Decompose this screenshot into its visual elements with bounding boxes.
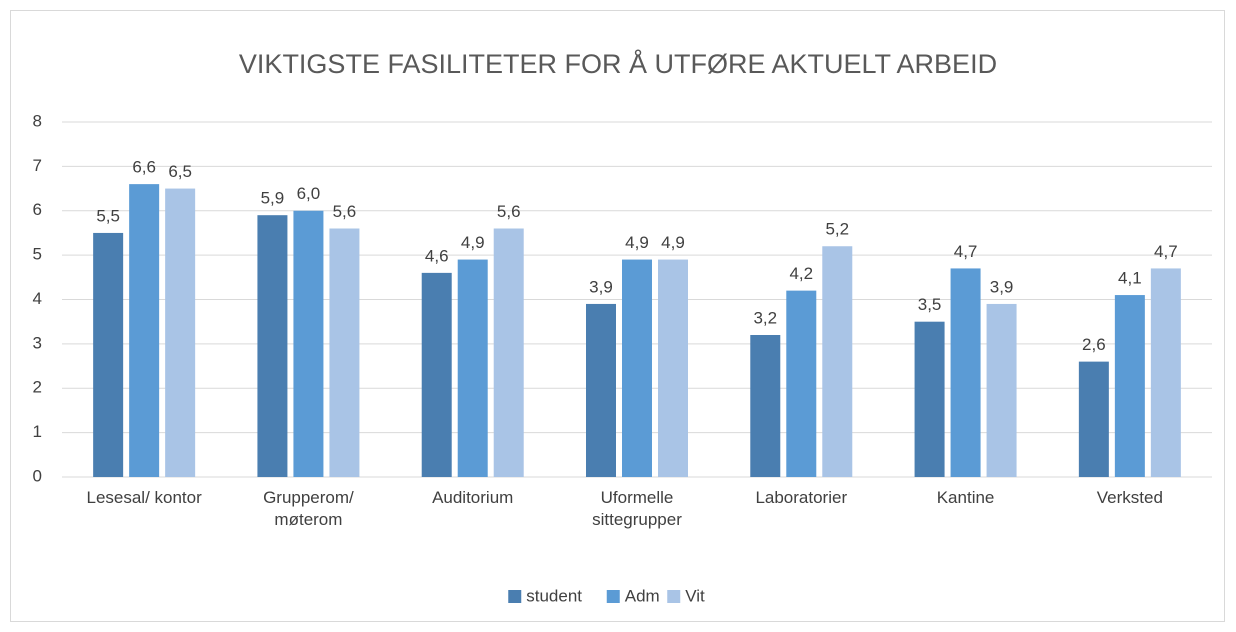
value-label: 4,2 <box>789 264 813 283</box>
bar <box>1078 361 1109 477</box>
y-tick-label: 2 <box>33 378 42 397</box>
value-label: 5,2 <box>825 220 849 239</box>
bar <box>129 184 160 477</box>
bar <box>822 246 853 477</box>
bar <box>165 188 196 477</box>
x-tick-label: Grupperom/ møterom <box>263 488 354 529</box>
bar <box>93 232 124 477</box>
chart-frame <box>10 10 1225 622</box>
value-label: 5,5 <box>96 206 120 225</box>
y-tick-label: 6 <box>33 200 42 219</box>
y-tick-label: 7 <box>33 156 42 175</box>
value-label: 4,9 <box>461 233 485 252</box>
y-tick-label: 8 <box>33 111 42 130</box>
bar <box>293 210 324 477</box>
value-label: 3,9 <box>990 277 1014 296</box>
value-label: 5,6 <box>497 202 521 221</box>
bar <box>329 228 360 477</box>
legend-label: Vit <box>685 586 705 605</box>
value-label: 4,7 <box>954 242 978 261</box>
bar <box>257 215 288 477</box>
value-label: 4,6 <box>425 246 449 265</box>
value-label: 6,0 <box>297 184 321 203</box>
value-label: 3,2 <box>753 308 777 327</box>
x-tick-label: Verksted <box>1096 488 1163 507</box>
bar <box>986 303 1017 477</box>
legend-label: Adm <box>625 586 660 605</box>
value-label: 6,5 <box>168 162 192 181</box>
value-label: 3,5 <box>918 295 942 314</box>
bar <box>493 228 524 477</box>
bar <box>457 259 488 477</box>
legend-swatch <box>508 590 522 603</box>
y-tick-label: 5 <box>33 245 42 264</box>
chart-title: VIKTIGSTE FASILITETER FOR Å UTFØRE AKTUE… <box>239 48 997 79</box>
x-tick-label: Laboratorier <box>755 488 848 507</box>
value-label: 3,9 <box>589 277 613 296</box>
value-label: 4,9 <box>625 233 649 252</box>
bar <box>658 259 688 477</box>
x-tick-label: Kantine <box>936 488 995 507</box>
bar <box>950 268 981 477</box>
bar <box>1114 295 1145 477</box>
y-tick-label: 1 <box>33 422 42 441</box>
value-label: 4,1 <box>1118 269 1142 288</box>
value-label: 2,6 <box>1082 335 1106 354</box>
legend-swatch <box>606 590 620 603</box>
y-tick-label: 0 <box>33 466 42 485</box>
legend-swatch <box>667 590 681 603</box>
value-label: 4,9 <box>661 233 685 252</box>
x-tick-label: Uformelle sittegrupper <box>592 488 682 529</box>
bar <box>750 335 781 477</box>
bar <box>914 321 945 477</box>
value-label: 5,9 <box>261 189 285 208</box>
bar <box>622 259 652 477</box>
bar <box>421 272 452 477</box>
bar <box>1150 268 1181 477</box>
x-tick-label: Lesesal/ kontor <box>86 488 202 507</box>
y-tick-label: 4 <box>33 289 42 308</box>
value-label: 4,7 <box>1154 242 1178 261</box>
bar <box>786 290 817 477</box>
value-label: 6,6 <box>132 158 156 177</box>
value-label: 5,6 <box>333 202 357 221</box>
y-tick-label: 3 <box>33 333 42 352</box>
legend-label: student <box>526 586 582 605</box>
x-tick-label: Auditorium <box>432 488 514 507</box>
bar <box>586 303 616 477</box>
